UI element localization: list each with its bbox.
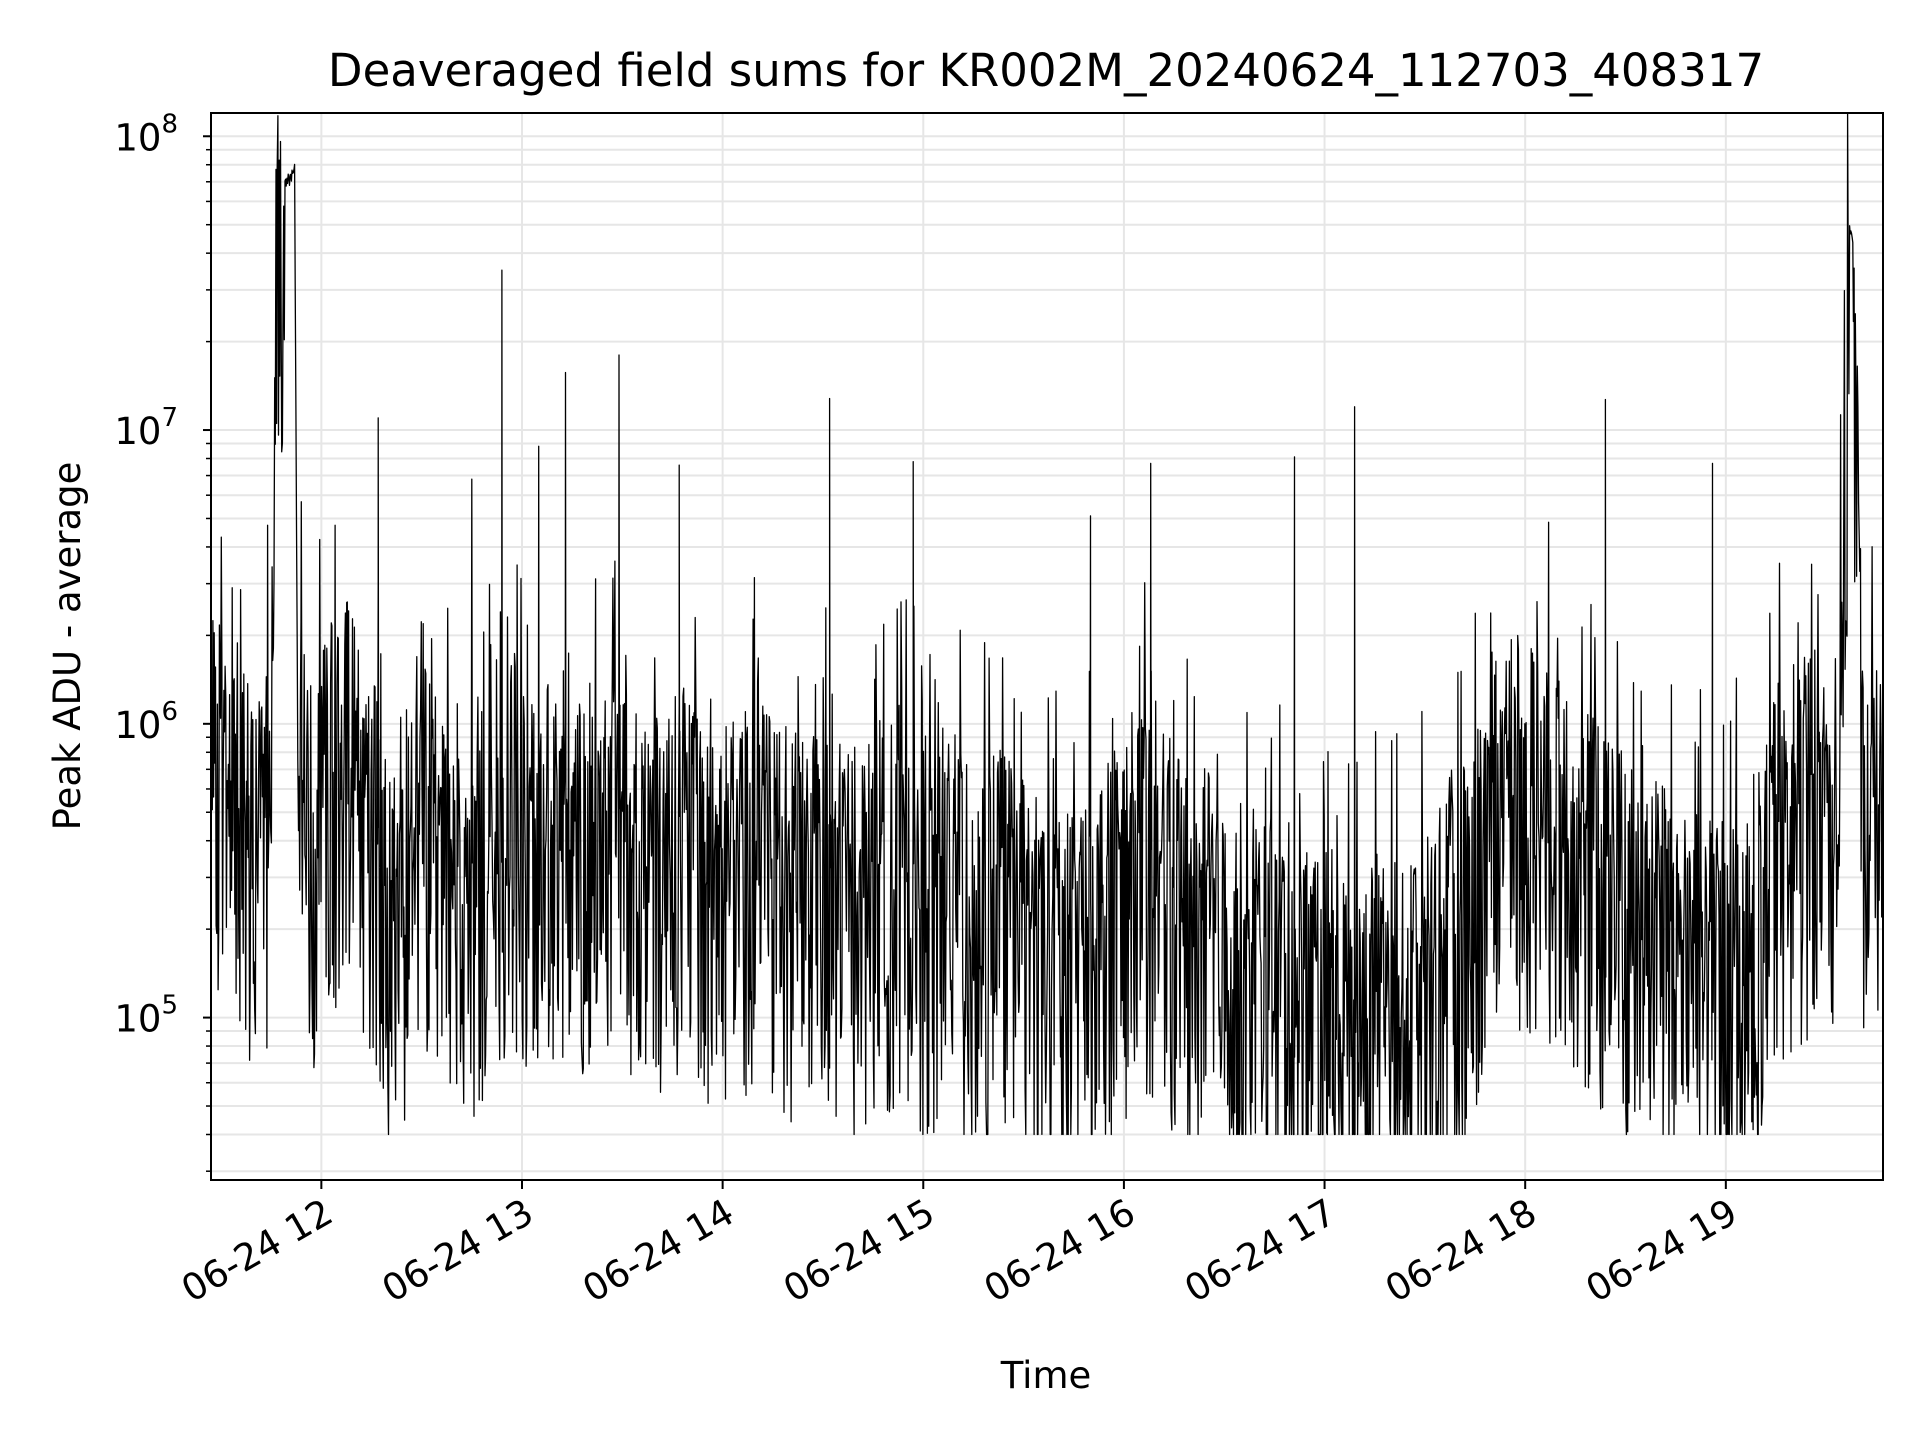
series-line <box>210 112 1884 1136</box>
chart-title: Deaveraged field sums for KR002M_2024062… <box>328 44 1764 97</box>
plot-area <box>210 112 1884 1136</box>
axes-frame <box>210 112 1884 1181</box>
y-tick-label: 108 <box>114 109 178 159</box>
y-axis: 105 106 107 108 <box>114 109 211 1172</box>
y-tick-label: 105 <box>114 991 178 1041</box>
y-tick-label: 107 <box>114 403 178 453</box>
y-axis-label: Peak ADU - average <box>46 462 89 831</box>
x-axis-label: Time <box>1000 1354 1092 1397</box>
y-tick-label: 106 <box>114 697 178 747</box>
